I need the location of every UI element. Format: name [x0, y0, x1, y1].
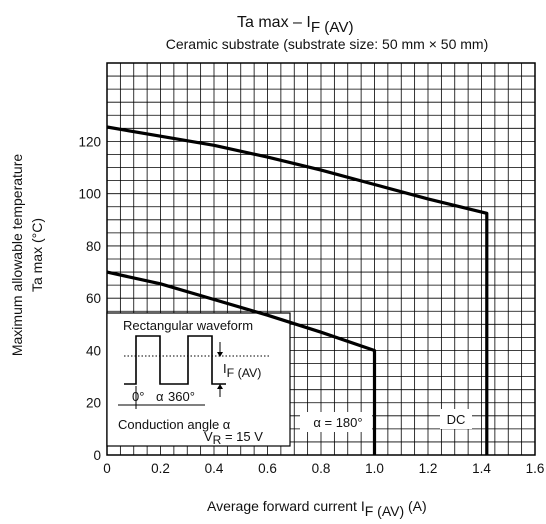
- plot-frame: [106, 62, 536, 456]
- chart-subtitle: Ceramic substrate (substrate size: 50 mm…: [166, 36, 489, 52]
- tick-labels: 0 0.2 0.4 0.6 0.8 1.0 1.2 1.4 1.6 0 20 40 60 80 100 120: [78, 134, 544, 476]
- x-tick-label: 0: [103, 461, 111, 476]
- inset-conduction-angle: Conduction angle α: [118, 417, 231, 432]
- y-tick-label: 60: [86, 291, 101, 306]
- if-arrowhead-top: [217, 352, 223, 357]
- text-layer: α = 180° DC Ta max – IF (AV)Ceramic substr…: [9, 14, 488, 519]
- y-tick-label: 40: [86, 343, 101, 358]
- x-axis-label: Average forward current IF (AV) (A): [207, 498, 427, 519]
- inset-360deg: 360°: [168, 389, 195, 404]
- rectangular-waveform: [124, 335, 226, 385]
- inset-box: [106, 312, 291, 447]
- y-tick-label: 100: [78, 187, 101, 202]
- label-dc-bg: [440, 409, 472, 429]
- series-line-alpha-180: [106, 270, 377, 455]
- y-tick-label: 20: [86, 396, 101, 411]
- inset-vr-label: VR = 15 V: [204, 429, 263, 447]
- inset-title: Rectangular waveform: [123, 318, 253, 333]
- x-tick-label: 1.4: [472, 461, 491, 476]
- x-tick-label: 0.8: [312, 461, 331, 476]
- x-tick-label: 0.6: [258, 461, 277, 476]
- x-tick-label: 0.2: [151, 461, 170, 476]
- inset-alpha: α: [156, 389, 164, 404]
- waveform-inset: Rectangular waveform IF (AV) 0° α 360° Conduc…: [106, 312, 291, 447]
- grid: [107, 63, 535, 455]
- x-tick-label: 1.6: [526, 461, 545, 476]
- x-tick-label: 1.2: [419, 461, 438, 476]
- label-alpha-180: α = 180°: [313, 415, 362, 430]
- y-tick-label: 120: [78, 134, 101, 149]
- y-tick-label: 0: [93, 448, 101, 463]
- y-tick-label: 80: [86, 239, 101, 254]
- y-axis-label-line2: Ta max (°C): [29, 218, 45, 292]
- chart-title: Ta max – IF (AV): [237, 14, 354, 36]
- y-axis-label-line1: Maximum allowable temperature: [9, 154, 25, 357]
- series-layer: [106, 125, 489, 455]
- label-dc: DC: [447, 412, 466, 427]
- inset-if-label: IF (AV): [223, 361, 261, 380]
- label-180-bg: [300, 412, 372, 432]
- x-tick-label: 1.0: [365, 461, 384, 476]
- series-line-dc: [106, 125, 489, 455]
- inset-0deg: 0°: [132, 389, 144, 404]
- if-arrowhead-bottom: [217, 384, 223, 389]
- x-tick-label: 0.4: [205, 461, 224, 476]
